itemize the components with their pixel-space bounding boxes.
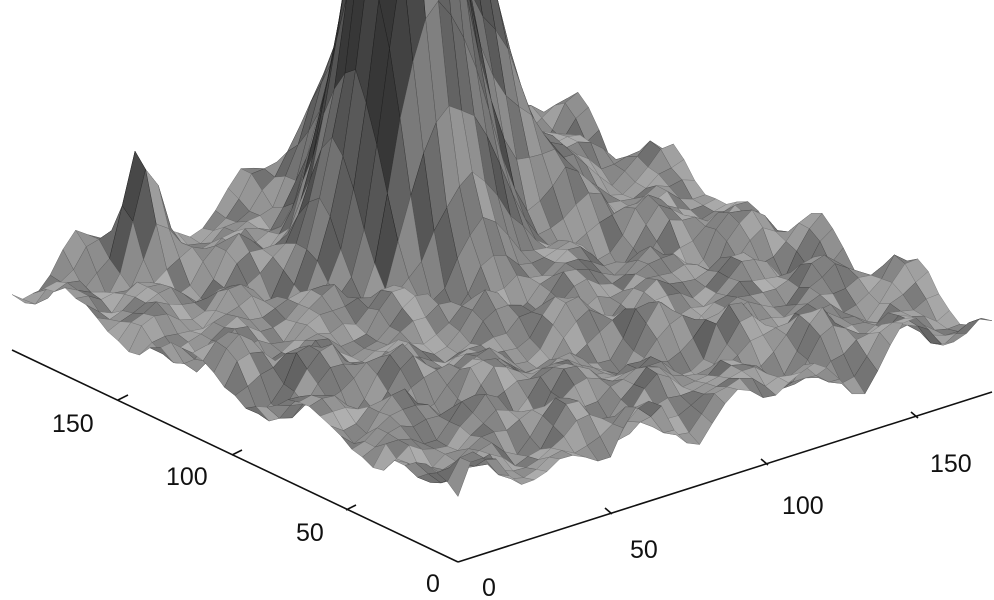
axes: 150 100 50 0 0 50 100 150: [11, 349, 993, 600]
left-axis-tick-label-50: 50: [296, 519, 324, 547]
right-axis-tick-50: [604, 507, 613, 515]
left-axis-line: [11, 349, 459, 563]
left-axis-tick-label-150: 150: [52, 410, 94, 438]
right-axis-tick-150: [910, 411, 919, 419]
right-axis-line: [457, 391, 993, 563]
surface-facet-1763: [447, 457, 471, 497]
right-axis-tick-label-150: 150: [930, 450, 972, 478]
surface-mesh: [11, 0, 993, 497]
left-axis-tick-150: [117, 394, 129, 401]
left-axis-tick-label-100: 100: [166, 463, 208, 491]
right-axis-tick-label-50: 50: [630, 536, 658, 564]
left-axis-tick-50: [345, 504, 357, 511]
left-axis-tick-label-0: 0: [426, 570, 440, 598]
right-axis-tick-label-0: 0: [482, 574, 496, 600]
right-axis-tick-100: [760, 458, 769, 466]
right-axis-tick-label-100: 100: [782, 492, 824, 520]
left-axis-tick-100: [231, 449, 243, 456]
